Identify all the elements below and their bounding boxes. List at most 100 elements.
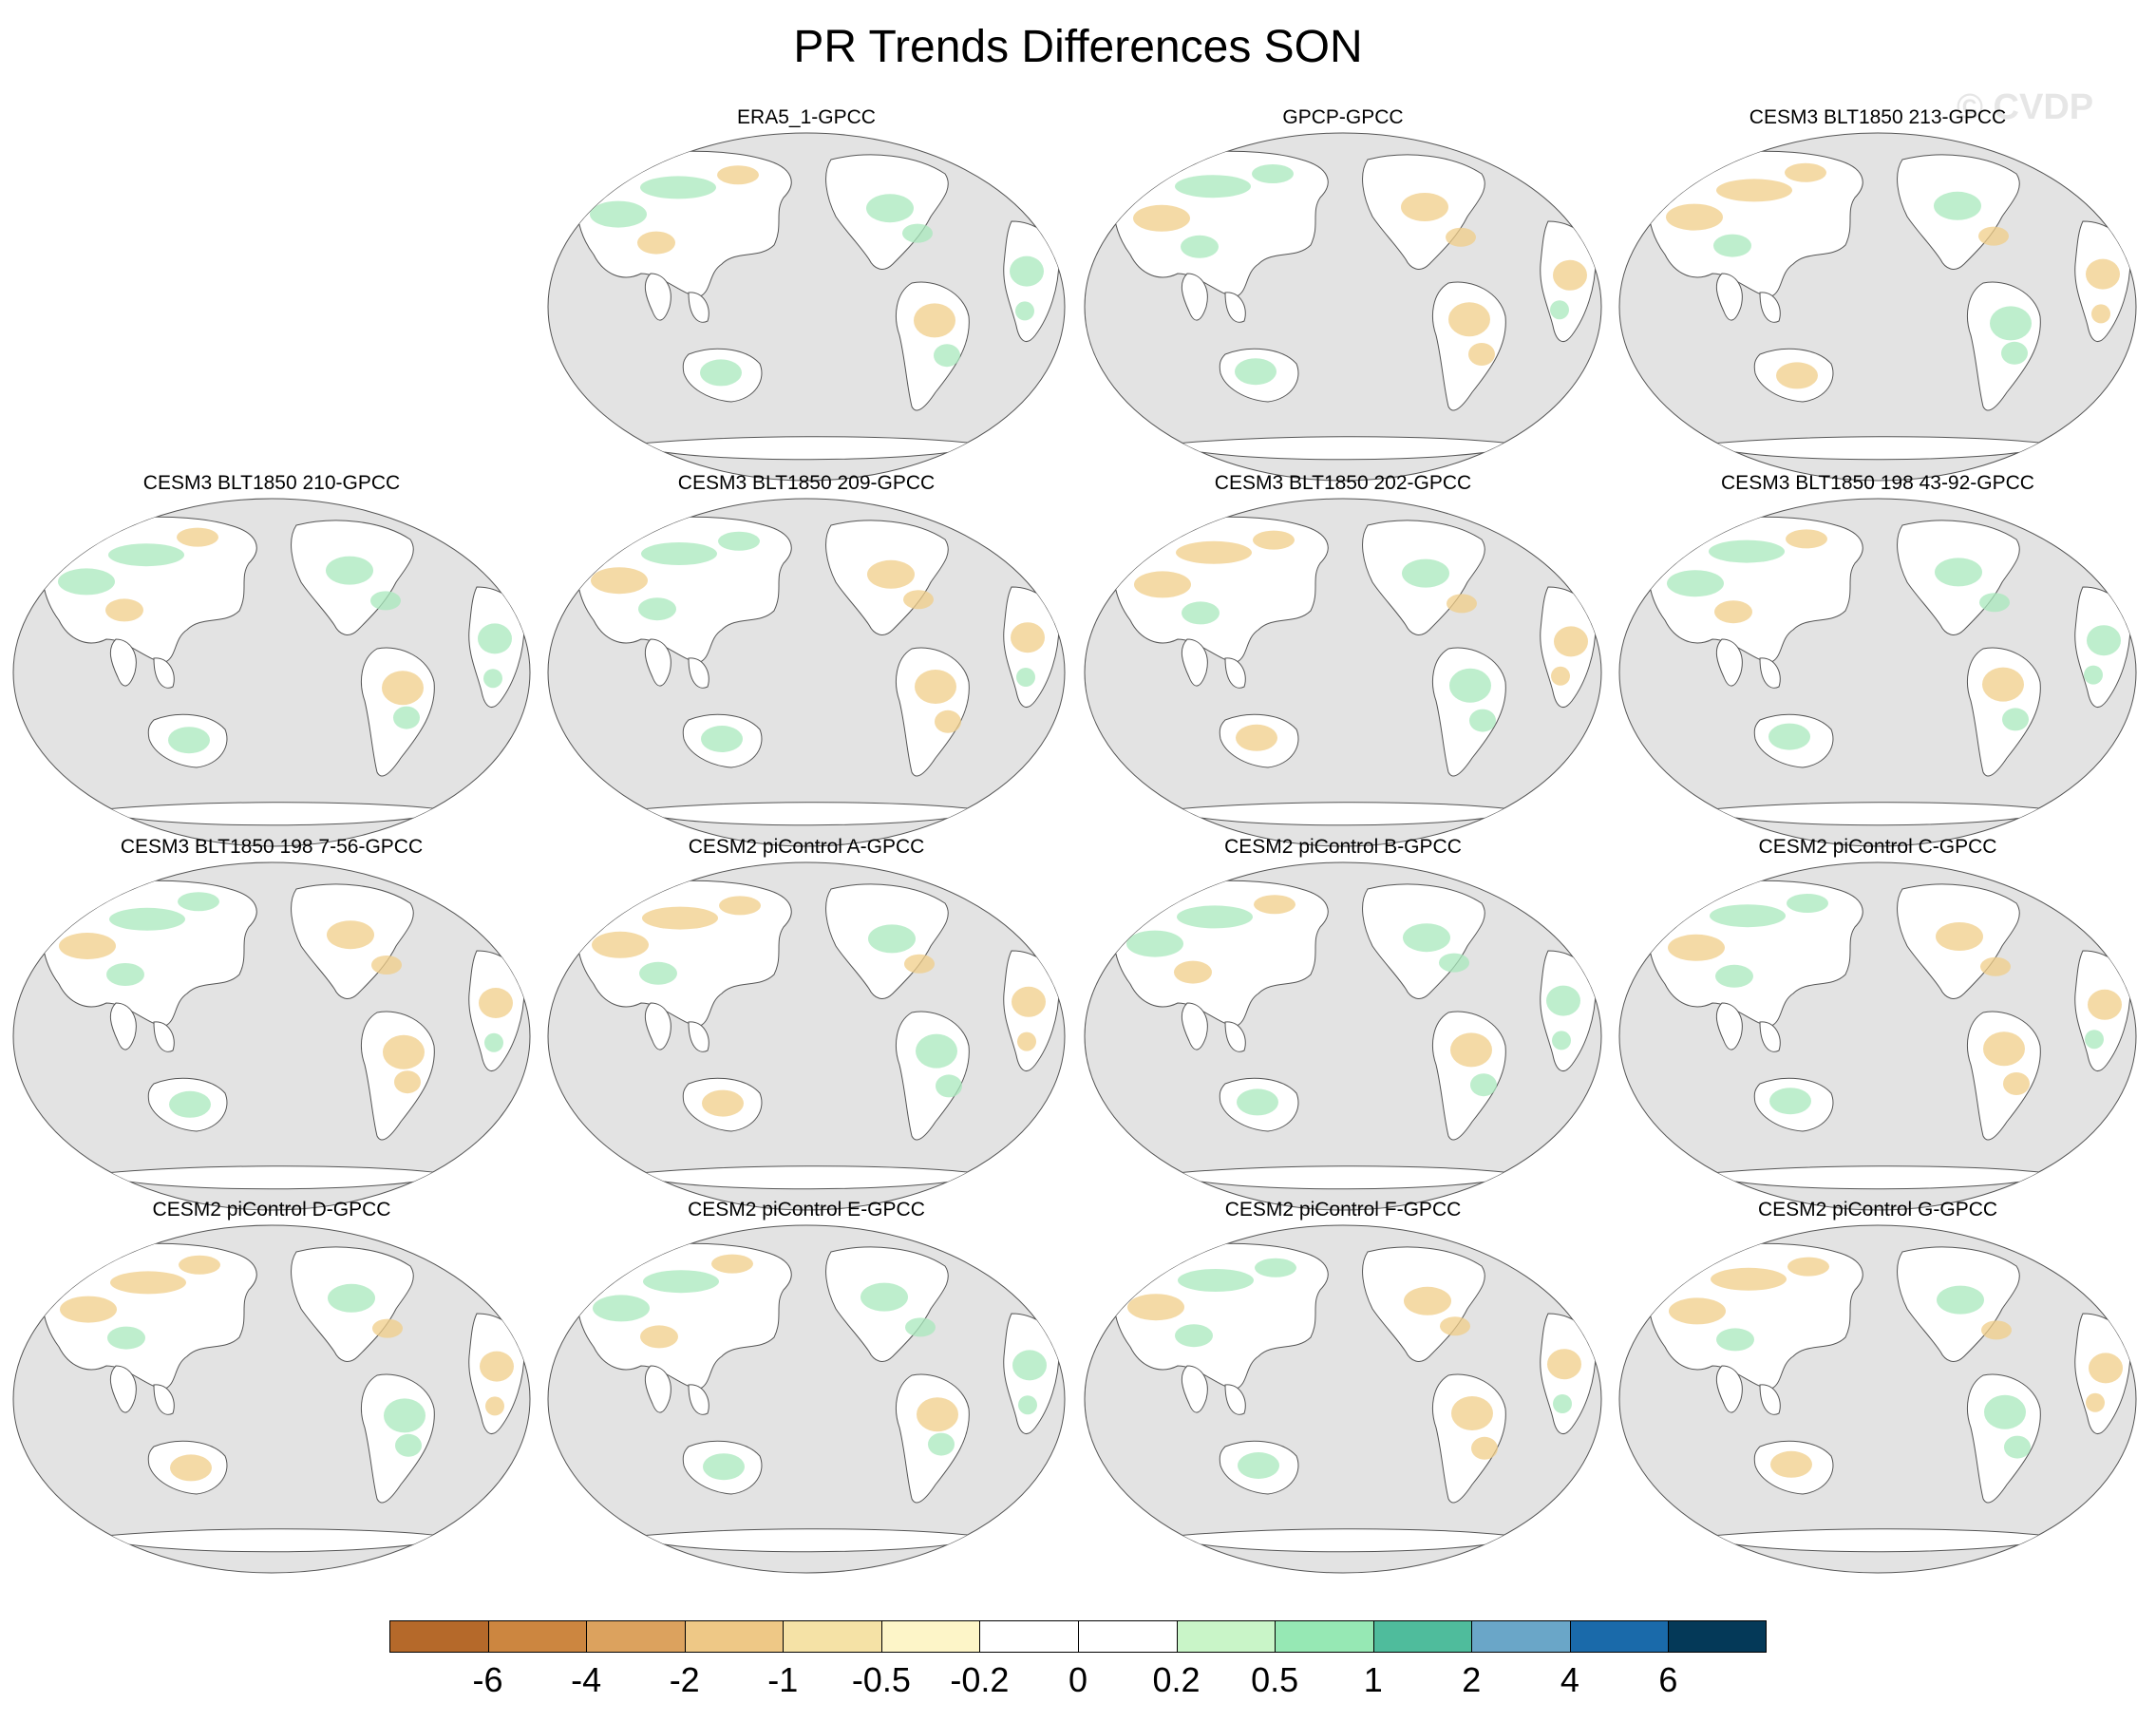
trend-patch (1011, 622, 1045, 653)
world-map (1084, 1224, 1602, 1574)
trend-patch (106, 963, 144, 986)
trend-patch (1440, 1316, 1470, 1336)
trend-patch (1176, 540, 1252, 564)
panel-title: CESM3 BLT1850 213-GPCC (1749, 106, 2007, 128)
trend-patch (2084, 665, 2103, 685)
panel-title: CESM2 piControl B-GPCC (1224, 836, 1462, 858)
panel-title: CESM3 BLT1850 202-GPCC (1214, 472, 1472, 494)
colorbar-swatch (684, 1620, 784, 1653)
trend-patch (592, 931, 649, 958)
land-eurasia (1113, 516, 1329, 664)
land-india (1715, 638, 1743, 687)
land-india (1715, 1002, 1743, 1050)
trend-patch (1990, 306, 2032, 341)
colorbar-label: -1 (767, 1660, 799, 1699)
trend-patch (1017, 1031, 1036, 1051)
colorbar-label: 1 (1363, 1660, 1383, 1699)
trend-patch (643, 1270, 719, 1294)
trend-patch (370, 591, 401, 611)
land-seasia (1224, 292, 1246, 323)
trend-patch (1015, 301, 1034, 321)
map-panel: CESM2 piControl B-GPCC (1083, 836, 1603, 1216)
land-india (644, 1365, 671, 1413)
trend-patch (107, 1326, 145, 1350)
trend-patch (1547, 1349, 1581, 1380)
trend-patch (1471, 1436, 1498, 1460)
trend-patch (1181, 235, 1219, 258)
trend-patch (1470, 1073, 1497, 1097)
trend-patch (177, 527, 218, 547)
land-seasia (688, 292, 709, 323)
trend-patch (711, 1254, 753, 1274)
trend-patch (1403, 923, 1450, 953)
land-india (109, 1002, 137, 1050)
trend-patch (1252, 164, 1294, 183)
map-panel: CESM3 BLT1850 210-GPCC (11, 472, 532, 852)
land-eurasia (1648, 1242, 1863, 1391)
land-india (1715, 1365, 1743, 1413)
trend-patch (1669, 1297, 1726, 1325)
land-seasia (1224, 657, 1246, 689)
trend-patch (861, 1282, 908, 1312)
trend-patch (640, 1325, 678, 1349)
land-seasia (1759, 1384, 1781, 1415)
colorbar-swatch (1569, 1620, 1669, 1653)
trend-patch (168, 727, 210, 754)
trend-patch (1551, 666, 1570, 686)
trend-patch (1981, 1320, 2012, 1340)
colorbar-swatch (1668, 1620, 1767, 1653)
panel-title: CESM3 BLT1850 198 43-92-GPCC (1721, 472, 2034, 494)
trend-patch (484, 1032, 503, 1052)
land-india (644, 273, 671, 321)
trend-patch (916, 1033, 957, 1069)
trend-patch (1175, 1324, 1213, 1348)
trend-patch (2087, 625, 2121, 656)
trend-patch (59, 933, 116, 959)
trend-patch (1182, 601, 1220, 625)
land-seasia (1759, 292, 1781, 323)
world-map (1618, 1224, 2137, 1574)
trend-patch (702, 1089, 744, 1117)
colorbar-swatch (880, 1620, 980, 1653)
trend-patch (638, 597, 676, 621)
trend-patch (1550, 300, 1569, 320)
panel-title: CESM2 piControl D-GPCC (152, 1199, 391, 1221)
trend-patch (641, 542, 717, 565)
trend-patch (1237, 1088, 1278, 1116)
land-india (1181, 638, 1208, 687)
panel-title: CESM3 BLT1850 198 7-56-GPCC (120, 836, 424, 858)
trend-patch (1770, 1450, 1812, 1478)
trend-patch (637, 231, 675, 255)
world-map (1618, 132, 2137, 482)
trend-patch (1178, 1269, 1254, 1292)
trend-patch (383, 1034, 425, 1069)
trend-patch (1980, 956, 2011, 976)
land-seasia (688, 657, 709, 689)
trend-patch (1979, 593, 2010, 613)
map-panel: CESM2 piControl C-GPCC (1617, 836, 2138, 1216)
world-map (1618, 861, 2137, 1211)
trend-patch (1666, 203, 1723, 231)
world-map (547, 498, 1066, 847)
trend-patch (2089, 1353, 2123, 1384)
trend-patch (1553, 1394, 1572, 1413)
land-india (1181, 273, 1208, 321)
trend-patch (1787, 1257, 1829, 1277)
trend-patch (717, 165, 759, 185)
trend-patch (179, 1255, 220, 1275)
colorbar-swatch (1372, 1620, 1472, 1653)
trend-patch (1983, 1031, 2025, 1067)
colorbar-label: 0.2 (1152, 1660, 1201, 1699)
trend-patch (2091, 304, 2110, 324)
trend-patch (1934, 191, 1981, 220)
trend-patch (1010, 255, 1044, 287)
panel-title: CESM2 piControl E-GPCC (688, 1199, 925, 1221)
trend-patch (1709, 539, 1785, 563)
trend-patch (1447, 594, 1477, 614)
trend-patch (1448, 302, 1490, 337)
trend-patch (1402, 558, 1449, 588)
watermark: © CVDP (1957, 87, 2094, 127)
trend-patch (170, 1454, 212, 1482)
colorbar-label: -0.2 (950, 1660, 1010, 1699)
trend-patch (1016, 668, 1035, 687)
